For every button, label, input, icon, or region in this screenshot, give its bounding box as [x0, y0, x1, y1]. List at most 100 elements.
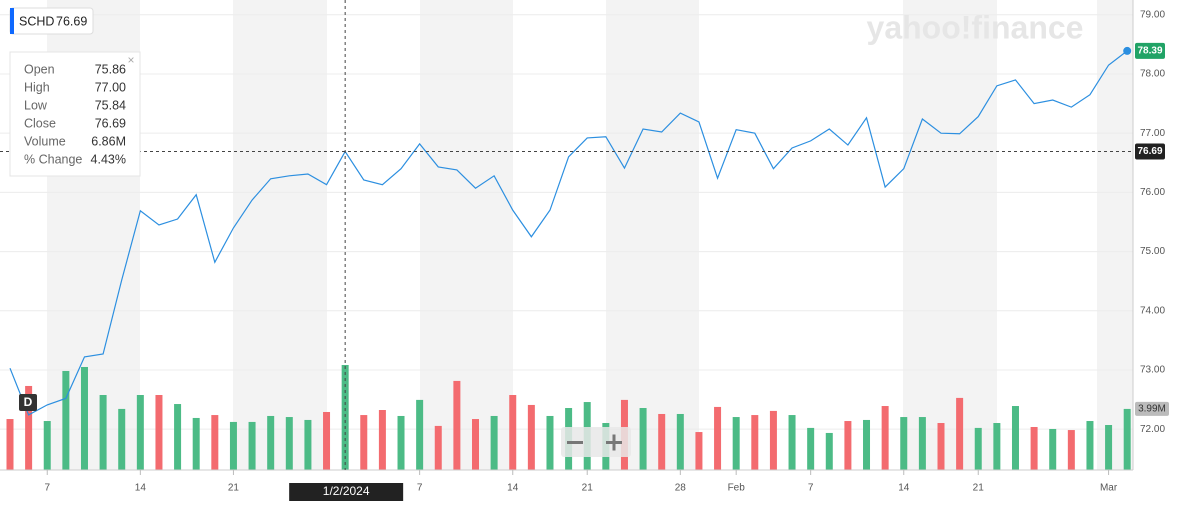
y-tick-label: 78.00: [1140, 69, 1165, 80]
volume-bar: [918, 417, 926, 470]
volume-bar: [751, 415, 759, 470]
volume-bar: [378, 410, 386, 470]
dividend-marker[interactable]: D: [19, 394, 37, 411]
volume-label: 3.99M: [1138, 404, 1166, 415]
x-tick-label: 7: [44, 483, 50, 494]
header: SCHD 76.69: [9, 7, 94, 35]
volume-bar: [285, 417, 293, 470]
volume-bar: [676, 413, 684, 470]
volume-bar: [99, 395, 107, 470]
volume-bar: [509, 395, 517, 470]
last-price: 78.39: [1137, 46, 1162, 57]
y-tick-label: 75.00: [1140, 246, 1165, 257]
tooltip-value: 77.00: [95, 80, 126, 94]
crosshair-date-box: [289, 483, 404, 501]
x-tick-label: 21: [973, 483, 985, 494]
grid: 72.00 73.00 74.00 75.00 76.00 77.00 78.00 79.00: [0, 9, 1165, 435]
volume-bar: [1030, 426, 1038, 470]
tooltip-value: 6.86M: [91, 134, 126, 148]
volume-bar: [807, 427, 815, 470]
x-tick-label: 14: [135, 483, 147, 494]
volume-bar: [267, 415, 275, 470]
volume-bar: [900, 417, 908, 470]
volume-bar: [863, 419, 871, 470]
tooltip-value: 75.86: [95, 62, 126, 76]
zoom-out[interactable]: [567, 441, 583, 444]
volume-bar: [1067, 430, 1075, 470]
x-tick-label: 28: [675, 483, 687, 494]
volume-bar: [192, 417, 200, 470]
zoom-buttons: [561, 427, 631, 457]
y-tick-label: 77.00: [1140, 128, 1165, 139]
volume-bar: [937, 423, 945, 470]
volume-bar: [211, 415, 219, 470]
volume-bar: [881, 406, 889, 470]
x-tick-label: 21: [582, 483, 594, 494]
x-tick-label: 21: [228, 483, 240, 494]
volume-bar: [472, 419, 479, 470]
volume-bar: [732, 417, 740, 470]
volume-bar: [993, 423, 1001, 470]
tooltip-value: 75.84: [95, 98, 126, 112]
watermark: yahoo!finance: [867, 9, 1084, 45]
volume-bar: [1086, 421, 1094, 470]
y-tick-label: 72.00: [1140, 424, 1165, 435]
volume-bar: [1049, 428, 1057, 470]
y-tick-label: 73.00: [1140, 365, 1165, 376]
volume-bar: [416, 399, 424, 470]
volume-bar: [1011, 406, 1019, 470]
crosshair-price: 76.69: [1137, 146, 1162, 157]
y-tick-label: 79.00: [1140, 9, 1165, 20]
x-tick-label: Mar: [1100, 483, 1118, 494]
tooltip-label: Low: [24, 98, 48, 112]
volume-bar: [6, 419, 14, 470]
volume-bar: [1123, 408, 1131, 470]
tooltip-label: % Change: [24, 152, 82, 166]
close-button[interactable]: ×: [127, 53, 134, 67]
volume-bar: [229, 421, 237, 470]
last-point: [1123, 46, 1132, 55]
price: 76.69: [56, 14, 87, 28]
volume-bar: [1105, 425, 1113, 470]
zoom-in[interactable]: [606, 434, 622, 451]
volume-bar: [527, 404, 535, 470]
volume-bar: [844, 421, 852, 470]
volume-bar: [453, 380, 461, 470]
volume-bar: [174, 404, 182, 470]
volume-bar: [25, 385, 33, 470]
crosshair-date: 1/2/2024: [323, 484, 370, 498]
x-tick-label: 14: [898, 483, 910, 494]
price-line: [9, 50, 1128, 416]
volume-bar: [714, 406, 722, 470]
volume-bar: [956, 397, 964, 470]
tooltip-label: Close: [24, 116, 56, 130]
x-labels: 7 14 21 7 14 21 28 Feb 7 14 21 Mar: [44, 470, 1118, 494]
volume-bar: [974, 427, 982, 470]
week-bands: [47, 0, 1133, 470]
volume-bar: [695, 432, 703, 470]
tooltip-label: Volume: [24, 134, 66, 148]
tooltip-value: 4.43%: [91, 152, 126, 166]
x-tick-label: 7: [808, 483, 814, 494]
crosshair-price-box: [1135, 143, 1165, 160]
symbol: SCHD: [19, 14, 54, 28]
tooltip-label: Open: [24, 62, 55, 76]
volume-bar: [136, 395, 144, 470]
volume-bar: [825, 432, 833, 470]
volume-bar: [80, 366, 88, 470]
price: [9, 46, 1132, 416]
dividend-label: D: [24, 395, 33, 409]
volume-bar: [639, 408, 647, 470]
y-tick-label: 76.00: [1140, 187, 1165, 198]
volume-bar: [769, 410, 777, 470]
volume-bar: [118, 408, 126, 470]
volume-bar: [658, 413, 666, 470]
volume-bar: [43, 421, 51, 470]
tooltip: × Open 75.86 High 77.00 Low 75.84 Close 76.69 Vo…: [9, 51, 141, 177]
tooltip-label: High: [24, 80, 50, 94]
volume-bar: [788, 415, 796, 470]
tooltip-value: 76.69: [95, 116, 126, 130]
volume-bar: [304, 419, 312, 470]
volume-bar: [323, 411, 331, 470]
